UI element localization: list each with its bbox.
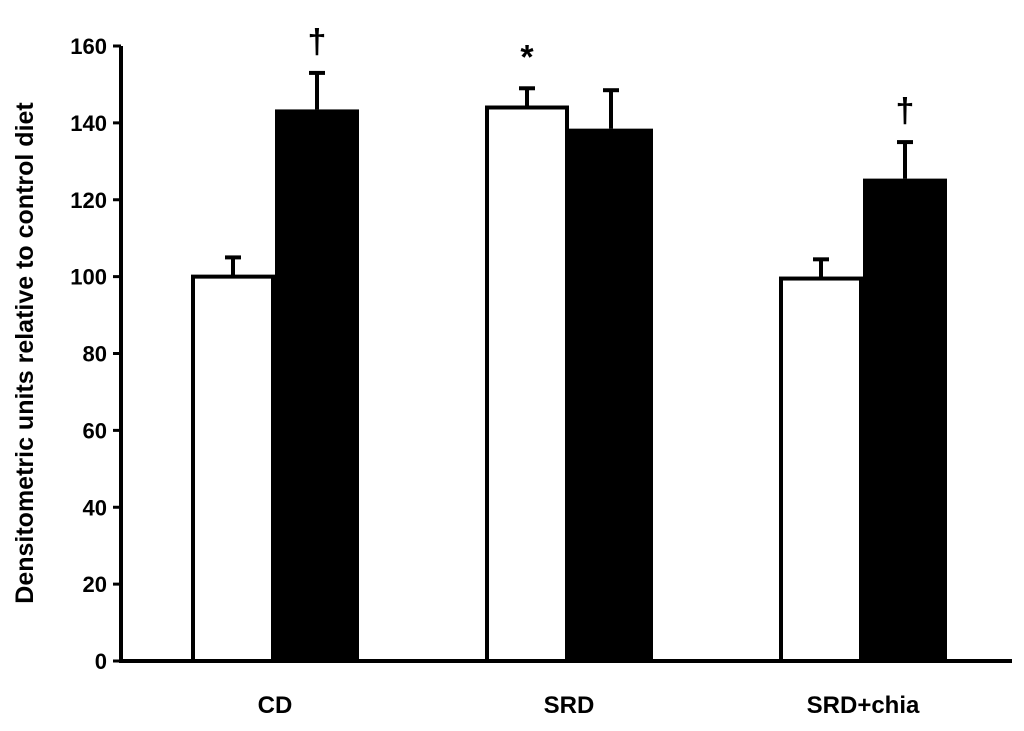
- y-tick-label: 20: [83, 572, 107, 597]
- x-axis-labels: CD SRD SRD+chia: [258, 692, 920, 719]
- bar: [485, 105, 569, 663]
- y-tick-label: 160: [70, 34, 107, 59]
- significance-marker: *: [520, 38, 534, 76]
- significance-marker: †: [308, 23, 327, 61]
- bar: [569, 128, 653, 661]
- y-tick-label: 120: [70, 188, 107, 213]
- y-tick-label: 0: [95, 649, 107, 674]
- y-tick-label: 100: [70, 265, 107, 290]
- y-tick-label: 140: [70, 111, 107, 136]
- significance-marker: †: [896, 92, 915, 130]
- x-category-label: CD: [258, 692, 293, 719]
- bars: * † †: [191, 23, 947, 663]
- bar: [779, 276, 863, 663]
- y-tick-label: 60: [83, 418, 107, 443]
- bar: [863, 178, 947, 661]
- bar: [275, 109, 359, 661]
- y-axis-label: Densitometric units relative to control …: [11, 102, 39, 604]
- y-axis-ticks: 0 20 40 60 80 100 120 140 160: [70, 34, 121, 674]
- y-tick-label: 40: [83, 495, 107, 520]
- bar: [191, 274, 275, 663]
- x-category-label: SRD+chia: [807, 692, 920, 719]
- y-tick-label: 80: [83, 342, 107, 367]
- x-category-label: SRD: [544, 692, 595, 719]
